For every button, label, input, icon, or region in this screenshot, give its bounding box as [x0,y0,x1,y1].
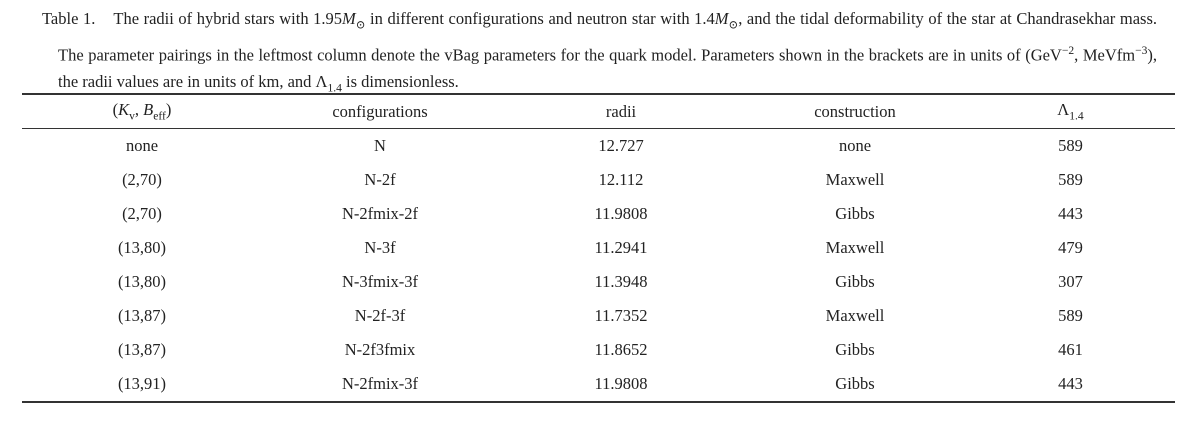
table-row: (13,87) N-2f-3f 11.7352 Maxwell 589 [22,299,1175,333]
table-cell: 307 [1058,272,1083,291]
table-cell: N-2f [364,170,396,189]
table-cell: 461 [1058,340,1083,359]
table-cell: none [125,136,159,155]
text-segment: −2 [1061,45,1075,58]
table-cell: 589 [1058,136,1083,155]
text-segment: ( [112,100,119,120]
caption-label: Table 1. [42,9,96,28]
table-row: none N 12.727 none 589 [22,129,1175,164]
table-row: (2,70) N-2f 12.112 Maxwell 589 [22,163,1175,197]
table-row: (13,91) N-2fmix-3f 11.9808 Gibbs 443 [22,367,1175,402]
table-cell: 11.9808 [594,204,648,223]
table-cell: Maxwell [825,238,885,257]
table-cell: N-2fmix-2f [341,204,419,223]
text-segment: is dimensionless. [341,71,459,91]
table-cell: 11.3948 [594,272,648,291]
text-segment: −3 [1135,45,1148,58]
text-segment: Λ [1057,100,1070,120]
table-row: (13,80) N-3f 11.2941 Maxwell 479 [22,231,1175,265]
header-cell: (Kv, Beff) [22,94,262,129]
text-segment: The radii of hybrid stars with 1.95 [113,9,343,28]
table-cell: 11.8652 [594,340,648,359]
header-cell: construction [744,94,966,129]
text-segment: construction [814,101,896,121]
header-cell: configurations [262,94,498,129]
header-cell: Λ1.4 [966,94,1175,129]
table-row: (13,87) N-2f3fmix 11.8652 Gibbs 461 [22,333,1175,367]
text-segment: configurations [332,101,428,121]
header-cell: radii [498,94,744,129]
header-row: (Kv, Beff) configurations radii constructio… [22,94,1175,129]
table-cell: 11.2941 [594,238,648,257]
table-cell: 589 [1058,170,1083,189]
table-cell: 479 [1058,238,1083,257]
table-cell: 12.112 [598,170,644,189]
table-cell: 11.9808 [594,374,648,393]
text-segment: ⊙ [355,19,366,32]
table-cell: 12.727 [598,136,644,155]
text-segment: , and the tidal deformability of the sta… [58,9,1157,65]
table-row: (2,70) N-2fmix-2f 11.9808 Gibbs 443 [22,197,1175,231]
text-segment: v [129,110,135,123]
table-cell: (2,70) [122,204,162,223]
text-segment: ), the radii values are in units of km, … [58,45,1157,91]
text-segment: 1.4 [1069,110,1084,123]
table-cell: 443 [1058,204,1083,223]
table-cell: N-2fmix-3f [341,374,419,393]
table-cell: N-3f [364,238,396,257]
table-cell: none [838,136,872,155]
text-segment: M [342,9,356,28]
text-segment: , [134,100,144,120]
table-row: (13,80) N-3fmix-3f 11.3948 Gibbs 307 [22,265,1175,299]
table-cell: (13,80) [117,238,167,257]
table-cell: (13,91) [117,374,167,393]
table-cell: (13,87) [117,306,167,325]
table-cell: N [374,136,386,155]
table-cell: N-2f-3f [354,306,406,325]
table-cell: 443 [1058,374,1083,393]
text-segment: eff [153,110,166,123]
table-cell: N-3fmix-3f [341,272,419,291]
text-segment: M [714,9,729,28]
table-cell: (13,87) [117,340,167,359]
table-cell: N-2f3fmix [344,340,416,359]
text-segment: ⊙ [728,19,739,32]
table-cell: Maxwell [825,306,885,325]
text-segment: K [118,100,130,120]
table: (Kv, Beff) configurations radii constructio… [22,93,1175,403]
text-segment: , MeVfm [1074,45,1136,65]
table-cell: 589 [1058,306,1083,325]
table-cell: Gibbs [835,204,875,223]
text-segment: 1.4 [327,82,342,95]
table-body: none N 12.727 none 589 (2,70) N-2f 12.112 Maxwel… [22,129,1175,402]
text-segment: ) [165,100,172,120]
table-cell: 11.7352 [594,306,648,325]
table-cell: Maxwell [825,170,885,189]
text-segment: B [143,100,154,120]
text-segment: radii [605,101,637,121]
table-cell: (2,70) [122,170,162,189]
text-segment: in different configurations and neutron … [365,9,715,28]
caption: Table 1. The radii of hybrid stars with 1… [42,6,1157,101]
table-cell: Gibbs [835,272,875,291]
table-cell: (13,80) [117,272,167,291]
table-cell: Gibbs [835,374,875,393]
table-cell: Gibbs [835,340,875,359]
